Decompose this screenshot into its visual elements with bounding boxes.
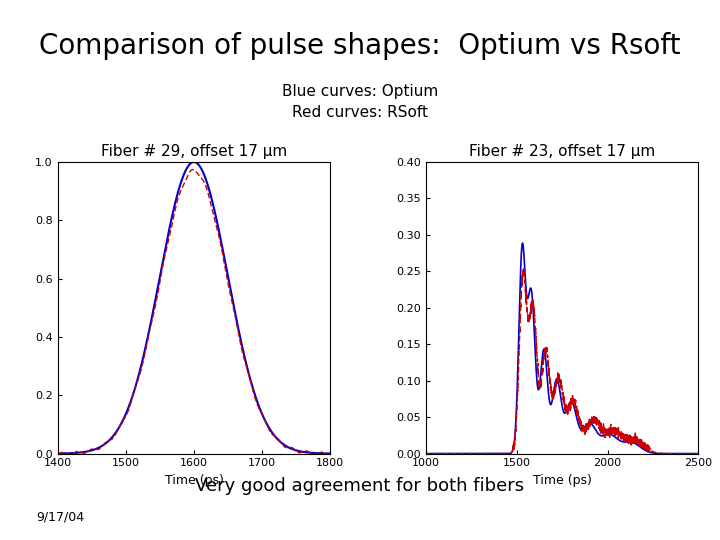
Title: Fiber # 29, offset 17 μm: Fiber # 29, offset 17 μm (101, 144, 287, 159)
Text: 9/17/04: 9/17/04 (36, 511, 84, 524)
X-axis label: Time (ps): Time (ps) (533, 474, 592, 487)
Text: Very good agreement for both fibers: Very good agreement for both fibers (195, 477, 525, 495)
Title: Fiber # 23, offset 17 μm: Fiber # 23, offset 17 μm (469, 144, 655, 159)
X-axis label: Time (ps): Time (ps) (164, 474, 223, 487)
Text: Blue curves: Optium
Red curves: RSoft: Blue curves: Optium Red curves: RSoft (282, 84, 438, 120)
Text: Comparison of pulse shapes:  Optium vs Rsoft: Comparison of pulse shapes: Optium vs Rs… (40, 32, 680, 60)
